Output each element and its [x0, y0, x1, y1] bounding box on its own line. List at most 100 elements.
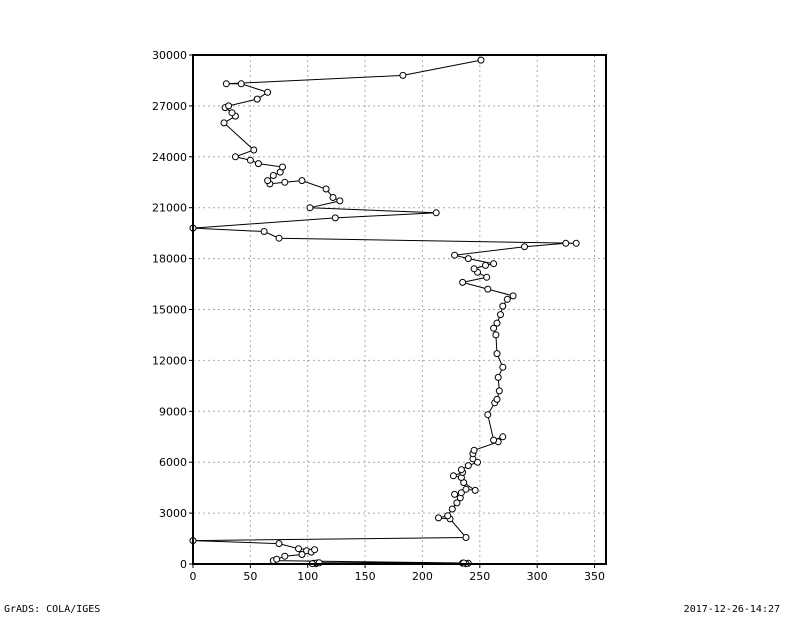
data-point — [254, 160, 262, 168]
data-point — [509, 292, 517, 300]
data-point — [499, 433, 507, 441]
data-point — [459, 278, 467, 286]
data-point — [562, 239, 570, 247]
x-tick-label: 200 — [412, 570, 433, 583]
data-point — [336, 197, 344, 205]
data-point — [275, 540, 283, 548]
data-point — [457, 489, 465, 497]
data-point — [483, 273, 491, 281]
y-tick-label: 0 — [180, 558, 187, 571]
data-point — [457, 466, 465, 474]
data-point — [493, 319, 501, 327]
data-point — [484, 285, 492, 293]
data-point — [451, 490, 459, 498]
footer-timestamp: 2017-12-26-14:27 — [683, 604, 780, 615]
data-point — [228, 109, 236, 117]
data-point — [260, 228, 268, 235]
data-point — [484, 411, 492, 419]
y-tick-label: 21000 — [152, 202, 187, 215]
data-point — [331, 214, 339, 222]
data-point — [275, 234, 283, 242]
data-point — [295, 545, 302, 553]
data-markers — [189, 56, 580, 568]
data-point — [444, 512, 452, 520]
x-tick-label: 100 — [297, 570, 318, 583]
x-tick-label: 0 — [190, 570, 197, 583]
data-point — [448, 505, 456, 513]
data-point — [281, 178, 289, 186]
y-tick-label: 27000 — [152, 100, 187, 113]
series-line — [192, 59, 577, 565]
data-point — [322, 185, 330, 193]
footer-credit: GrADS: COLA/IGES — [4, 604, 101, 615]
data-point — [222, 80, 230, 88]
data-point — [264, 177, 272, 185]
data-point — [264, 88, 272, 96]
data-point — [225, 102, 233, 110]
y-tick-label: 24000 — [152, 151, 187, 164]
data-point — [482, 261, 489, 269]
x-tick-label: 300 — [527, 570, 548, 583]
data-point — [281, 552, 289, 560]
data-point — [269, 172, 277, 179]
y-tick-label: 15000 — [152, 304, 187, 317]
data-point — [495, 387, 503, 395]
data-point — [470, 446, 478, 454]
y-axis-ticks: 0 3000 6000 9000 12000 15000 18000 21000 24000 27… — [152, 49, 193, 571]
data-point — [572, 239, 580, 247]
data-point — [451, 251, 459, 259]
data-point — [329, 194, 337, 201]
data-point — [311, 546, 319, 554]
data-point — [477, 56, 485, 64]
data-point — [246, 156, 254, 164]
x-tick-label: 350 — [584, 570, 605, 583]
data-point — [503, 295, 511, 303]
data-point — [493, 350, 501, 358]
data-point — [490, 260, 498, 268]
data-point — [462, 485, 470, 493]
data-point — [494, 373, 502, 381]
x-axis-ticks: 0 50 100 150 200 250 300 350 — [190, 564, 605, 583]
data-point — [462, 534, 470, 541]
data-point — [435, 514, 442, 522]
data-point — [449, 472, 457, 480]
data-point — [231, 153, 239, 161]
data-point — [298, 177, 306, 185]
x-tick-label: 50 — [243, 570, 257, 583]
data-point — [464, 462, 472, 470]
data-point — [474, 458, 481, 466]
y-tick-label: 18000 — [152, 253, 187, 266]
data-point — [497, 311, 504, 319]
data-point — [279, 163, 286, 171]
data-point — [493, 395, 501, 403]
data-line — [192, 59, 577, 565]
data-point — [470, 265, 478, 273]
data-point — [273, 555, 281, 563]
y-tick-label: 3000 — [159, 507, 187, 520]
data-point — [490, 436, 498, 444]
data-point — [298, 551, 306, 558]
data-point — [237, 80, 245, 88]
data-point — [499, 363, 507, 371]
data-point — [499, 302, 507, 310]
data-point — [250, 146, 258, 154]
grid-lines — [193, 54, 606, 564]
y-tick-label: 6000 — [159, 456, 187, 469]
y-tick-label: 9000 — [159, 405, 187, 418]
data-point — [306, 204, 314, 212]
x-tick-label: 250 — [469, 570, 490, 583]
y-tick-label: 12000 — [152, 354, 187, 367]
data-point — [432, 209, 440, 217]
data-point — [471, 486, 479, 494]
y-tick-label: 30000 — [152, 49, 187, 62]
data-point — [492, 331, 500, 339]
data-point — [453, 499, 461, 507]
data-point — [490, 324, 498, 332]
data-point — [521, 243, 528, 251]
data-point — [253, 95, 261, 103]
data-point — [220, 119, 228, 127]
data-point — [464, 255, 472, 263]
data-point — [399, 71, 407, 79]
x-tick-label: 150 — [355, 570, 376, 583]
